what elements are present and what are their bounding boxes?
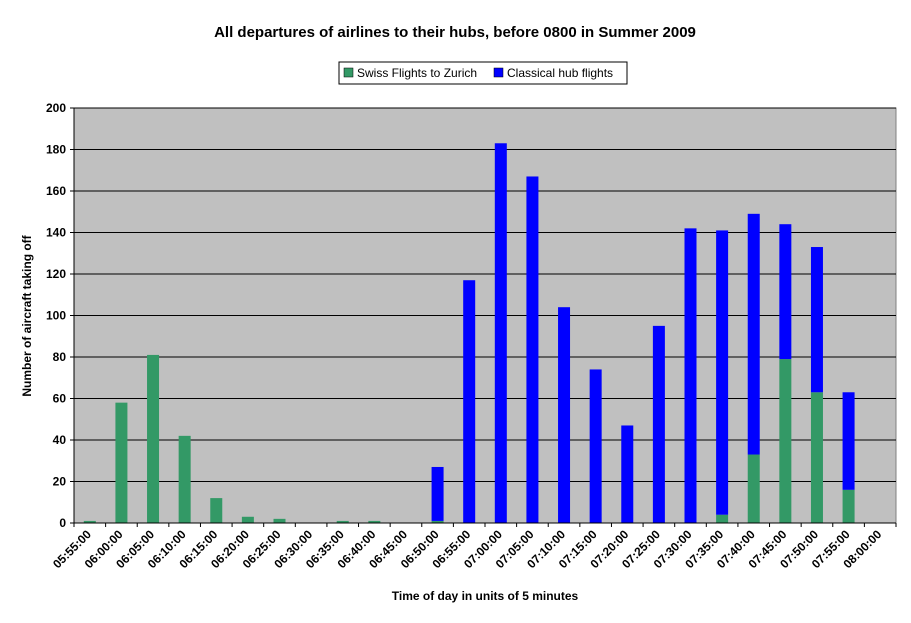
bar-swiss <box>336 520 349 523</box>
y-tick-label: 180 <box>46 143 66 157</box>
y-axis: 0 20 40 60 80 100 120 140 160 180 200 <box>46 101 75 530</box>
legend-swatch-swiss <box>343 67 354 78</box>
bar-swiss <box>115 402 128 523</box>
x-axis-title: Time of day in units of 5 minutes <box>392 589 579 603</box>
bar-swiss <box>368 520 381 523</box>
chart-title: All departures of airlines to their hubs… <box>214 24 696 41</box>
bar-hub <box>463 280 476 523</box>
bar-hub <box>842 392 855 490</box>
legend-box <box>338 61 628 85</box>
legend-label-hub: Classical hub flights <box>507 66 613 80</box>
bar-hub <box>716 230 729 515</box>
y-tick-label: 20 <box>53 475 67 489</box>
y-tick-label: 100 <box>46 309 66 323</box>
bar-swiss <box>147 354 160 523</box>
legend: Swiss Flights to Zurich Classical hub fl… <box>338 61 628 85</box>
y-tick-label: 120 <box>46 267 66 281</box>
bar-swiss <box>241 516 254 523</box>
bar-swiss <box>842 489 855 523</box>
y-tick-label: 60 <box>53 392 67 406</box>
bar-swiss <box>716 514 729 523</box>
bar-hub <box>558 307 571 523</box>
bar-swiss <box>178 435 191 523</box>
bar-hub <box>747 213 760 455</box>
y-tick-label: 40 <box>53 433 67 447</box>
bar-swiss <box>83 520 96 523</box>
y-tick-label: 160 <box>46 184 66 198</box>
bar-swiss <box>747 454 760 523</box>
bar-hub <box>494 143 507 523</box>
bar-swiss <box>210 498 223 523</box>
bar-swiss <box>779 359 792 523</box>
bar-swiss <box>431 520 444 523</box>
bar-hub <box>810 247 823 393</box>
bar-hub <box>526 176 539 523</box>
y-tick-label: 80 <box>53 350 67 364</box>
bar-hub <box>779 224 792 360</box>
legend-label-swiss: Swiss Flights to Zurich <box>357 66 477 80</box>
bar-hub <box>652 325 665 523</box>
y-tick-label: 200 <box>46 101 66 115</box>
bar-swiss <box>273 518 286 523</box>
bar-hub <box>621 425 634 523</box>
bar-swiss <box>810 392 823 523</box>
bars <box>83 143 855 523</box>
y-tick-label: 0 <box>59 516 66 530</box>
y-tick-label: 140 <box>46 226 66 240</box>
bar-hub <box>684 228 697 523</box>
legend-swatch-hub <box>493 67 504 78</box>
bar-hub <box>431 466 444 521</box>
x-axis: 05:55:0006:00:0006:05:0006:10:0006:15:00… <box>50 522 897 571</box>
y-axis-title: Number of aircraft taking off <box>20 234 34 396</box>
bar-hub <box>589 369 602 523</box>
